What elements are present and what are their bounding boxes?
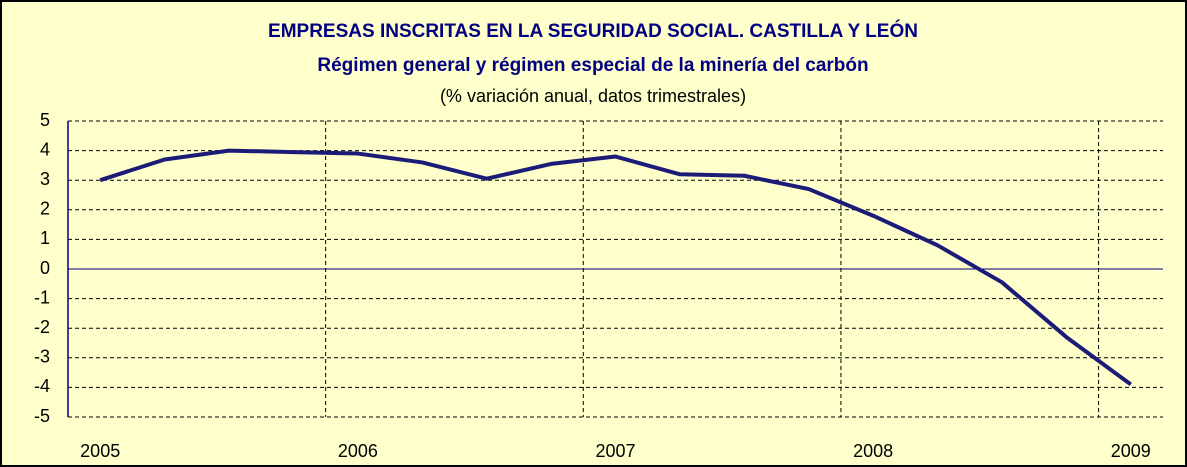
y-tick-label: 4	[40, 139, 50, 159]
y-tick-label: 3	[40, 169, 50, 189]
chart-title: EMPRESAS INSCRITAS EN LA SEGURIDAD SOCIA…	[268, 20, 918, 42]
x-tick-label: 2009	[1111, 441, 1151, 461]
x-tick-label: 2007	[595, 441, 635, 461]
y-tick-label: -4	[34, 376, 50, 396]
y-tick-label: 0	[40, 258, 50, 278]
chart-subtitle: Régimen general y régimen especial de la…	[317, 55, 868, 76]
y-tick-label: 2	[40, 199, 50, 219]
y-tick-label: -5	[34, 406, 50, 426]
x-tick-label: 2006	[338, 441, 378, 461]
y-tick-label: 1	[40, 228, 50, 248]
x-tick-label: 2005	[80, 441, 120, 461]
data-line	[99, 148, 1132, 387]
y-tick-label: -2	[34, 317, 50, 337]
y-tick-label: -1	[34, 287, 50, 307]
y-tick-label: 5	[40, 110, 50, 130]
y-tick-label: -3	[34, 347, 50, 367]
chart-note: (% variación anual, datos trimestrales)	[440, 86, 746, 106]
x-tick-label: 2008	[853, 441, 893, 461]
